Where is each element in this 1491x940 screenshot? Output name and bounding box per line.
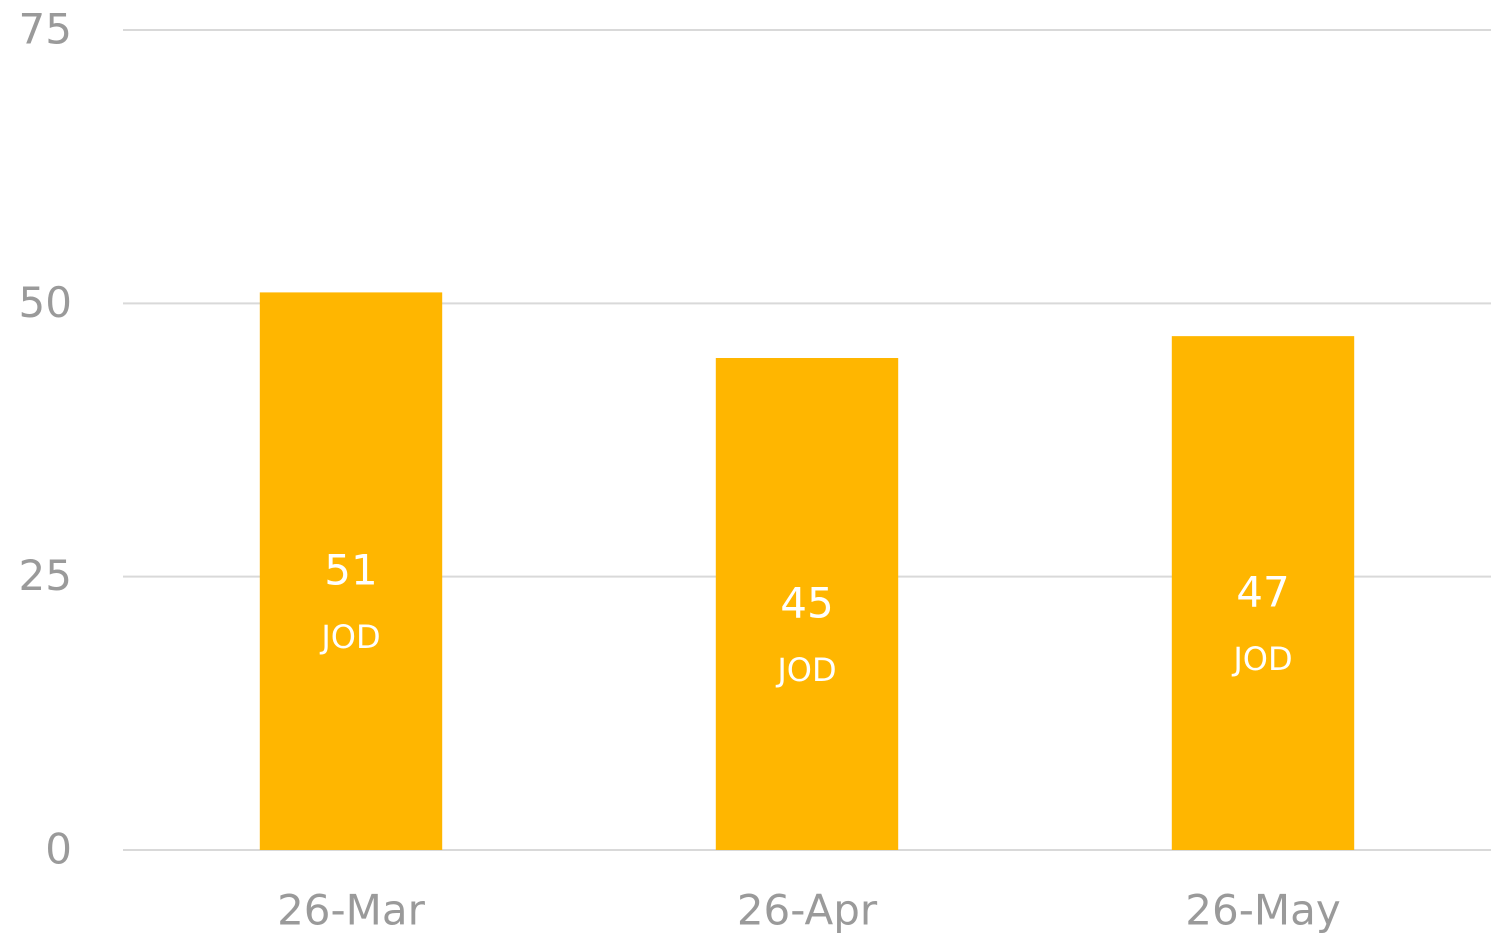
data-label: 51 (324, 546, 377, 595)
x-tick-label: 26-May (1185, 886, 1340, 935)
y-tick-label: 25 (19, 551, 72, 600)
x-tick-label: 26-Mar (277, 886, 426, 935)
bar (715, 358, 899, 850)
data-unit: JOD (319, 618, 380, 656)
data-label: 45 (780, 579, 833, 628)
y-tick-label: 75 (19, 5, 72, 54)
bar (1171, 336, 1355, 851)
data-label: 47 (1236, 568, 1289, 617)
y-tick-label: 50 (19, 278, 72, 327)
x-tick-label: 26-Apr (737, 886, 878, 935)
data-unit: JOD (775, 651, 836, 689)
data-unit: JOD (1231, 640, 1292, 678)
bar (259, 292, 443, 850)
y-tick-label: 0 (45, 825, 72, 874)
